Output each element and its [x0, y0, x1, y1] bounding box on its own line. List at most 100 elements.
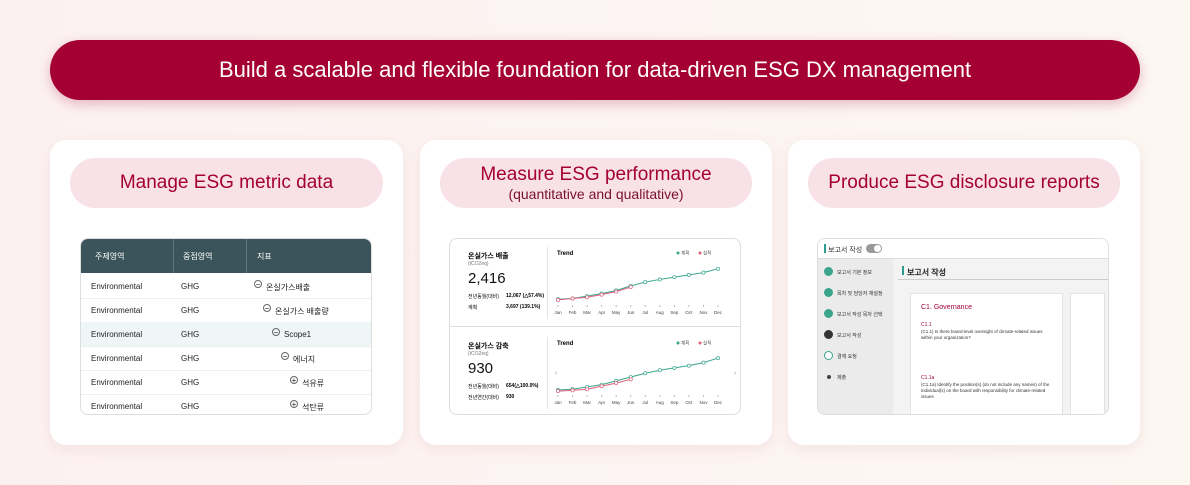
table-header: 주제영역 중점영역 지표	[81, 239, 371, 273]
step-icon	[824, 330, 833, 339]
point	[628, 285, 633, 289]
point	[599, 384, 604, 389]
nav-arrow[interactable]: ›	[734, 370, 737, 377]
x-tick-label: May	[612, 310, 621, 315]
x-tick-label: Feb	[569, 310, 577, 315]
point	[672, 275, 677, 280]
x-tick-label: Aug	[656, 310, 665, 315]
step-label: 보고서 작성 목차 선택	[837, 312, 883, 318]
point	[686, 363, 691, 368]
header-cell: 주제영역	[95, 252, 125, 261]
step-icon	[824, 267, 833, 276]
trend-title: Trend	[557, 251, 574, 257]
kpi-text: 전년동월(대비)	[468, 384, 499, 390]
point	[643, 280, 648, 285]
card-title: Measure ESG performance	[480, 164, 712, 185]
card-title-pill: Produce ESG disclosure reports	[808, 158, 1120, 208]
step: 제출	[824, 372, 892, 382]
x-tick-label: Jan	[554, 400, 562, 405]
cell: GHG	[181, 402, 200, 411]
dashboard: 온실가스 배출 (tCO2eq) 2,416 전년동월(대비) 12,067 (△57.…	[449, 238, 741, 415]
point	[556, 389, 560, 394]
legend-swatch	[676, 341, 680, 345]
header-cell: 중점영역	[183, 252, 213, 261]
banner: Build a scalable and flexible foundation…	[50, 40, 1140, 100]
kpi-text: 930	[506, 394, 515, 400]
nav-arrow[interactable]: ‹	[555, 370, 558, 377]
header-cell: 지표	[257, 252, 272, 261]
step-icon	[824, 351, 833, 360]
cell: GHG	[181, 330, 200, 339]
kpi-text: 3,697 (139.1%)	[506, 304, 541, 310]
step: 보고서 기본 정보	[824, 267, 892, 277]
toggle[interactable]	[866, 244, 882, 253]
cell: 에너지	[293, 355, 316, 364]
card-subtitle: (quantitative and qualitative)	[508, 186, 684, 202]
trend-line	[557, 268, 719, 300]
table-row: Environmental GHG + 석유류	[81, 370, 371, 395]
x-tick-label: Jul	[642, 400, 648, 405]
legend-swatch	[676, 251, 680, 255]
legend-swatch	[698, 251, 702, 255]
point	[570, 388, 575, 393]
x-tick-label: Nov	[699, 310, 708, 315]
table-row: Environmental GHG − Scope1	[81, 322, 371, 347]
x-tick-label: Nov	[699, 400, 708, 405]
x-tick-label: Apr	[598, 310, 606, 315]
card: Produce ESG disclosure reports 보고서 작성 보고…	[788, 140, 1140, 445]
kpi-text: 12,067 (△57.4%)	[506, 293, 545, 299]
cell: Environmental	[91, 402, 143, 411]
card-title-pill: Measure ESG performance (quantitative and…	[440, 158, 752, 208]
section-title: C1. Governance	[921, 304, 972, 311]
tree-toggle: −	[263, 304, 271, 313]
x-tick-label: Jun	[627, 400, 635, 405]
step: 결재 요청	[824, 351, 892, 361]
tree-toggle: −	[272, 328, 280, 337]
side-column	[1070, 293, 1105, 414]
header-label: 보고서 작성	[828, 247, 863, 254]
point	[628, 377, 633, 382]
step-label: 보고서 기본 정보	[837, 270, 872, 276]
kpi-text: 전년연간(대비)	[468, 395, 499, 401]
kpi-text: 654(△100.0%)	[506, 383, 539, 389]
kpi-text: 계획	[468, 305, 478, 311]
cell: Environmental	[91, 306, 143, 315]
card-title-pill: Manage ESG metric data	[70, 158, 383, 208]
legend-swatch	[698, 341, 702, 345]
x-tick-label: Apr	[598, 400, 606, 405]
point	[701, 360, 706, 365]
tree-toggle: −	[281, 352, 289, 361]
question-text: (C1.1) Is there board-level oversight of…	[921, 329, 1043, 340]
cell: Environmental	[91, 354, 143, 363]
page-title: 보고서 작성	[907, 268, 947, 277]
step-label: 목차 및 담당자 재설정	[837, 291, 883, 297]
question-id: C1.1a	[921, 375, 935, 381]
kpi-text: 전년동월(대비)	[468, 294, 499, 300]
x-tick-label: Jul	[642, 310, 648, 315]
trend-chart: Jan Feb Mar Apr May Jun Jul Aug Sep Oct Nov Dec 계획 실적	[554, 250, 722, 316]
sidebar: 보고서 기본 정보 목차 및 담당자 재설정 보고서 작성 목차 선택 보고서 작성 결…	[818, 259, 893, 414]
x-tick-label: Oct	[685, 310, 693, 315]
legend-label: 계획	[681, 340, 689, 347]
step: 보고서 작성 목차 선택	[824, 309, 892, 319]
x-tick-label: Feb	[569, 400, 577, 405]
point	[599, 292, 604, 297]
point	[614, 289, 619, 294]
cell: Scope1	[284, 330, 312, 339]
kpi-unit: (tCO2eq)	[468, 351, 489, 357]
step-label: 제출	[837, 375, 847, 381]
question-id: C1.1	[921, 322, 932, 328]
table-row: Environmental GHG − 에너지	[81, 346, 371, 371]
top-bar: 보고서 작성	[818, 239, 1108, 259]
document: C1. Governance C1.1 (C1.1) Is there board…	[910, 293, 1063, 414]
point	[556, 298, 560, 302]
metric-table: 주제영역 중점영역 지표 Environmental GHG − 온실가스배출 Envi…	[80, 238, 372, 415]
trend-line	[557, 357, 719, 391]
kpi-value: 2,416	[468, 270, 506, 287]
point	[716, 356, 720, 360]
step-icon	[827, 375, 831, 379]
kpi-value: 930	[468, 360, 494, 377]
step: 목차 및 담당자 재설정	[824, 288, 892, 298]
cell: Environmental	[91, 378, 143, 387]
trend-chart: Jan Feb Mar Apr May Jun Jul Aug Sep Oct Nov Dec 계획 실적…	[554, 340, 737, 406]
